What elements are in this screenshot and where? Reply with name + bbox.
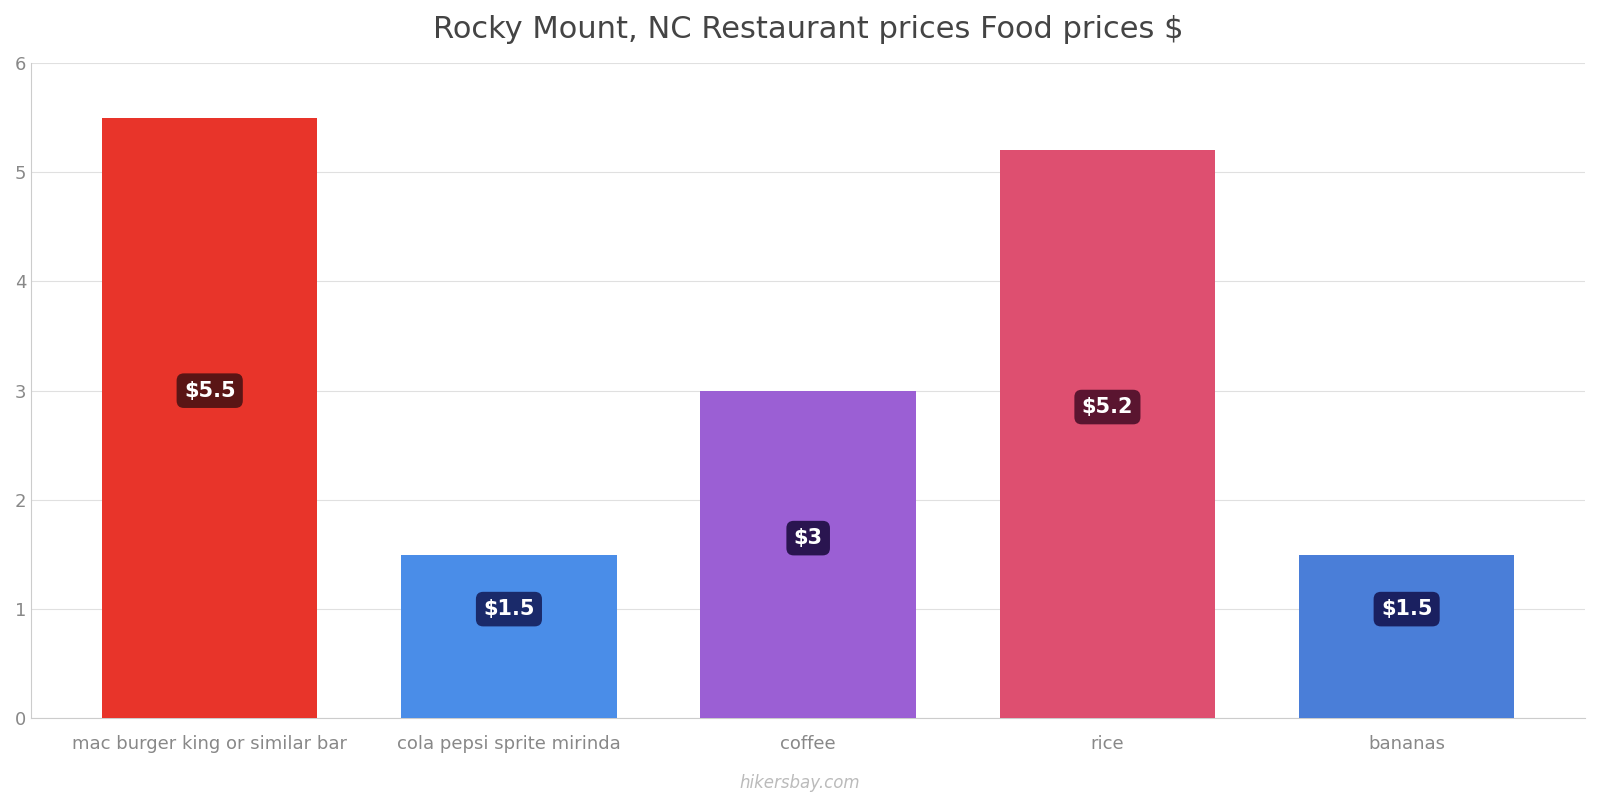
Bar <box>1299 554 1514 718</box>
Bar <box>701 390 915 718</box>
Bar <box>1000 150 1214 718</box>
Text: $5.2: $5.2 <box>1082 397 1133 417</box>
Text: $1.5: $1.5 <box>483 599 534 619</box>
Bar <box>102 118 317 718</box>
Text: hikersbay.com: hikersbay.com <box>739 774 861 792</box>
Text: $1.5: $1.5 <box>1381 599 1432 619</box>
Text: $5.5: $5.5 <box>184 381 235 401</box>
Title: Rocky Mount, NC Restaurant prices Food prices $: Rocky Mount, NC Restaurant prices Food p… <box>434 15 1184 44</box>
Text: $3: $3 <box>794 528 822 548</box>
Bar <box>402 554 616 718</box>
